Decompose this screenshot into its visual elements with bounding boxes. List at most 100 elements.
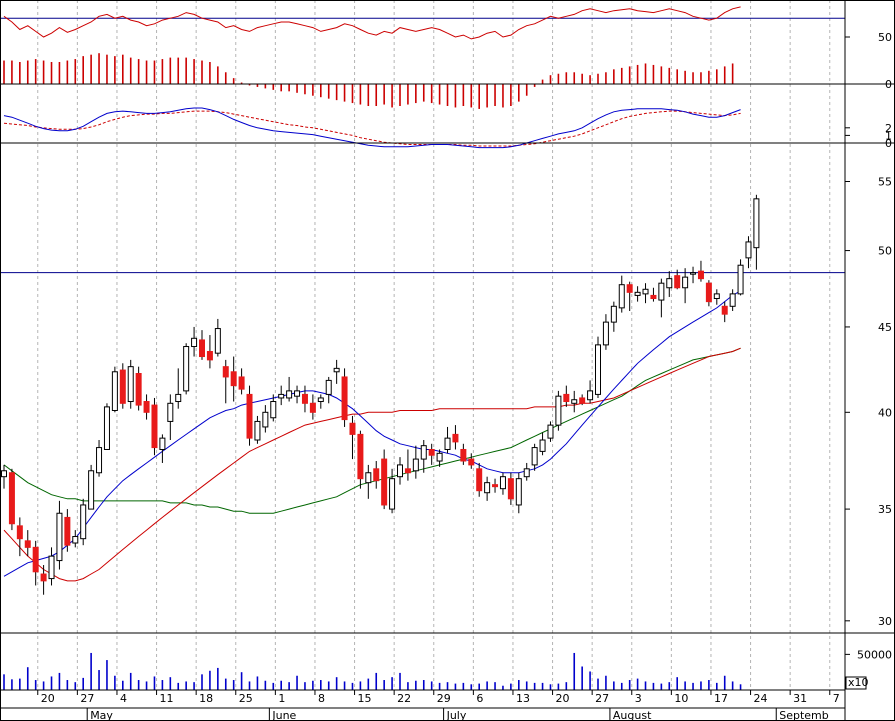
price-tick-label: 35 <box>878 503 892 516</box>
candle-up <box>317 397 324 403</box>
candle-down <box>32 546 39 573</box>
day-label: 20 <box>556 692 570 705</box>
candle-up <box>745 241 752 259</box>
candle-up <box>56 512 63 562</box>
day-label: 3 <box>635 692 642 705</box>
candle-down <box>460 448 467 462</box>
day-label: 22 <box>397 692 411 705</box>
candle-up <box>690 272 697 275</box>
price-tick-label: 30 <box>878 615 892 628</box>
rsi-pane <box>0 6 845 40</box>
candle-down <box>697 270 704 280</box>
price-pane <box>0 194 845 595</box>
candle-up <box>80 504 87 540</box>
moving-average-short <box>3 290 741 577</box>
volume-tick-label: 50000 <box>857 648 892 661</box>
candle-up <box>713 293 720 300</box>
candle-up <box>412 458 419 472</box>
day-label: 8 <box>318 692 325 705</box>
day-label: 13 <box>516 692 530 705</box>
candle-down <box>135 373 142 406</box>
candle-down <box>246 393 253 439</box>
candle-up <box>286 390 293 399</box>
candle-up <box>587 390 594 401</box>
candle-down <box>24 540 31 548</box>
candle-up <box>167 402 174 422</box>
price-tick-label: 55 <box>878 175 892 188</box>
candle-up <box>111 371 118 411</box>
day-label: 29 <box>437 692 451 705</box>
candle-down <box>705 282 712 303</box>
candle-up <box>159 437 166 450</box>
volume-pane <box>3 652 742 690</box>
grid-layer <box>37 0 831 690</box>
candle-down <box>626 284 633 293</box>
candle-up <box>333 367 340 373</box>
month-label: June <box>271 709 296 721</box>
candle-down <box>222 366 229 378</box>
candle-down <box>373 468 380 482</box>
candle-up <box>642 288 649 295</box>
candle-down <box>404 468 411 474</box>
candle-up <box>531 447 538 466</box>
candle-up <box>88 470 95 510</box>
candle-up <box>658 282 665 301</box>
day-label: 10 <box>674 692 688 705</box>
day-label: 25 <box>239 692 253 705</box>
candle-up <box>666 278 673 289</box>
signal-tick-label: 1 <box>885 129 892 142</box>
rsi-tick-label: 50 <box>878 31 892 44</box>
candle-down <box>206 351 213 361</box>
month-label: July <box>446 709 467 721</box>
candle-up <box>499 476 506 490</box>
candle-up <box>539 439 546 452</box>
day-label: 18 <box>199 692 213 705</box>
candle-up <box>444 437 451 450</box>
candle-up <box>420 445 427 460</box>
day-label: 20 <box>41 692 55 705</box>
candle-up <box>523 468 530 478</box>
price-tick-label: 40 <box>878 406 892 419</box>
candle-up <box>191 337 198 348</box>
candle-up <box>602 321 609 346</box>
candle-down <box>579 397 586 404</box>
day-label: 15 <box>358 692 372 705</box>
candle-up <box>214 328 221 354</box>
axis-layer: 50021055504540353050000x10 <box>845 31 892 690</box>
candle-down <box>476 468 483 492</box>
candle-down <box>349 422 356 435</box>
candle-down <box>64 516 71 546</box>
moving-average-medium <box>3 347 741 582</box>
candle-up <box>365 472 372 484</box>
month-label: Septemb <box>779 709 829 721</box>
candle-up <box>278 393 285 399</box>
candle-up <box>96 447 103 474</box>
candle-up <box>571 399 578 404</box>
candle-down <box>16 525 23 540</box>
candle-down <box>151 404 158 449</box>
price-tick-label: 45 <box>878 321 892 334</box>
candle-up <box>1 470 7 478</box>
candle-down <box>428 448 435 456</box>
signal-tick-label: 2 <box>885 122 892 135</box>
candle-up <box>325 379 332 395</box>
candle-down <box>381 458 388 506</box>
candle-up <box>254 420 261 441</box>
candle-down <box>230 371 237 387</box>
candle-down <box>309 402 316 413</box>
candle-up <box>270 401 277 419</box>
candle-down <box>452 433 459 443</box>
candle-up <box>48 555 55 580</box>
month-label: August <box>613 709 652 721</box>
candle-up <box>737 264 744 295</box>
candle-up <box>72 536 79 544</box>
candle-down <box>357 433 364 480</box>
candle-down <box>507 478 514 500</box>
candle-up <box>634 291 641 296</box>
day-label: 27 <box>595 692 609 705</box>
volume-multiplier-box <box>845 676 867 690</box>
day-label: 11 <box>160 692 174 705</box>
candle-down <box>721 305 728 315</box>
